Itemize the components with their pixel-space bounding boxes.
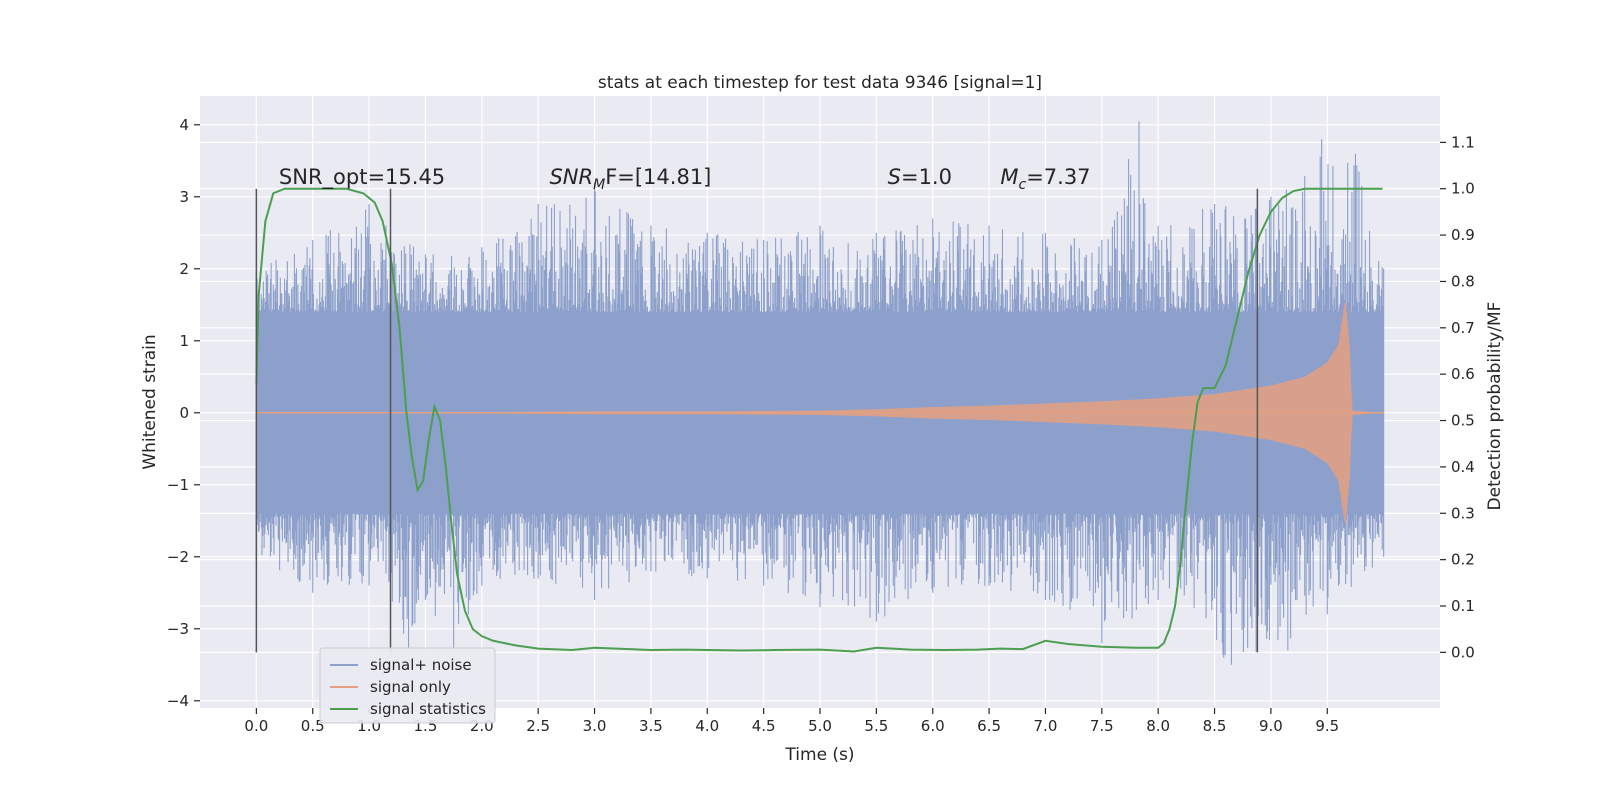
x-tick-label: 5.5	[864, 717, 888, 735]
chart-title: stats at each timestep for test data 934…	[598, 73, 1042, 93]
x-tick-label: 8.5	[1203, 717, 1227, 735]
x-tick-label: 5.0	[808, 717, 832, 735]
x-tick-label: 0.5	[301, 717, 325, 735]
annotation-mc-val: Mc=7.37	[1000, 165, 1090, 193]
x-tick-label: 7.5	[1090, 717, 1114, 735]
x-tick-label: 3.5	[639, 717, 663, 735]
y2-tick-label: 0.4	[1451, 458, 1475, 476]
x-tick-label: 4.0	[695, 717, 719, 735]
legend: signal+ noise signal only signal statistic…	[319, 647, 496, 724]
annotations: SNR_opt=15.45 SNRMF=[14.81] S=1.0 Mc=7.37	[279, 165, 1091, 193]
y-tick-label: −1	[167, 476, 189, 494]
x-tick-label: 4.5	[752, 717, 776, 735]
y2-tick-label: 0.2	[1451, 551, 1475, 569]
x-tick-label: 9.0	[1259, 717, 1283, 735]
x-tick-label: 9.5	[1315, 717, 1339, 735]
y-tick-label: −2	[167, 548, 189, 566]
y2-axis-ticks: 1.1 1.0 0.9 0.8 0.7 0.6 0.5 0.4 0.3 0.2 0.1 0.0	[1440, 133, 1475, 661]
x-axis-label: Time (s)	[784, 745, 854, 765]
vertical-markers	[255, 188, 1259, 653]
x-tick-label: 6.5	[977, 717, 1001, 735]
y2-tick-label: 1.0	[1451, 180, 1475, 198]
x-tick-label: 8.0	[1146, 717, 1170, 735]
x-tick-label: 2.5	[526, 717, 550, 735]
y2-tick-label: 0.6	[1451, 365, 1475, 383]
y-axis-label: Whitened strain	[140, 334, 160, 469]
y-axis-ticks: 4 3 2 1 0 −1 −2 −3 −4	[167, 116, 200, 710]
x-tick-label: 6.0	[921, 717, 945, 735]
legend-label: signal statistics	[370, 700, 486, 718]
y-tick-label: 4	[179, 116, 189, 134]
x-tick-label: 7.0	[1034, 717, 1058, 735]
annotation-s-val: S=1.0	[888, 165, 952, 189]
y-tick-label: −3	[167, 620, 189, 638]
legend-label: signal+ noise	[370, 656, 472, 674]
y-tick-label: −4	[167, 692, 189, 710]
y-tick-label: 3	[179, 188, 189, 206]
annotation-snr-mf: SNRMF=[14.81]	[549, 165, 711, 193]
legend-label: signal only	[370, 678, 451, 696]
y-tick-label: 0	[179, 404, 189, 422]
y-tick-label: 2	[179, 260, 189, 278]
y2-tick-label: 0.7	[1451, 319, 1475, 337]
y2-tick-label: 0.3	[1451, 504, 1475, 522]
y2-tick-label: 0.1	[1451, 597, 1475, 615]
x-tick-label: 3.0	[583, 717, 607, 735]
x-tick-label: 0.0	[244, 717, 268, 735]
y2-tick-label: 0.5	[1451, 412, 1475, 430]
annotation-snr-opt: SNR_opt=15.45	[279, 165, 445, 190]
x-axis-ticks: 0.0 0.5 1.0 1.5 2.0 2.5 3.0 3.5 4.0 4.5 5.0 5.5 6.0 6…	[244, 708, 1339, 735]
y2-axis-label: Detection probability/MF	[1485, 302, 1505, 511]
y2-tick-label: 0.8	[1451, 272, 1475, 290]
legend-box	[319, 647, 496, 724]
y2-tick-label: 1.1	[1451, 133, 1475, 151]
stats-line	[255, 187, 1383, 653]
y2-tick-label: 0.9	[1451, 226, 1475, 244]
series-signal-statistics	[255, 187, 1383, 653]
y-tick-label: 1	[179, 332, 189, 350]
y2-tick-label: 0.0	[1451, 643, 1475, 661]
